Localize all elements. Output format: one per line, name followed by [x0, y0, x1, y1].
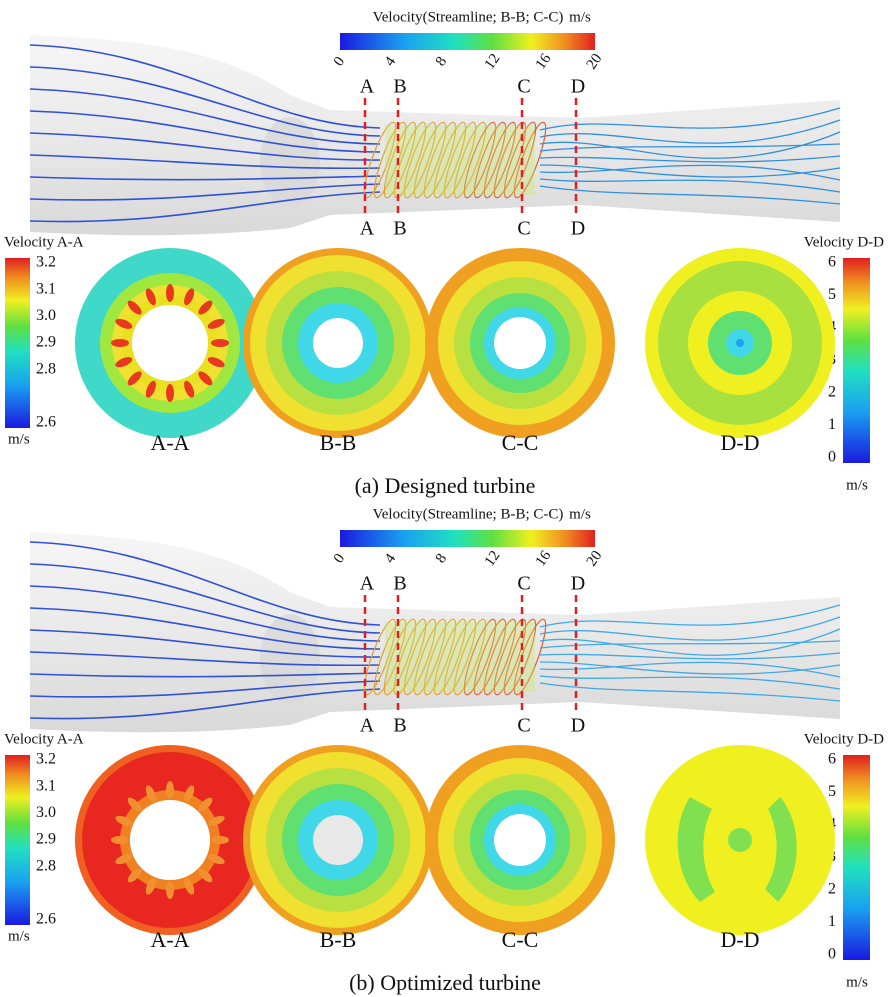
- colorbar-tick-label: 8: [433, 551, 450, 566]
- runner: [385, 125, 535, 195]
- contour-petal: [111, 836, 129, 844]
- colorbar-tick-label: 2: [828, 881, 836, 898]
- contour-ring: [494, 814, 546, 866]
- colorbar: [5, 755, 30, 925]
- section-marker: C: [517, 218, 530, 240]
- colorbar-tick-label: 1: [828, 913, 836, 930]
- contour-petal: [211, 339, 229, 347]
- figure: Velocity(Streamline; B-B; C-C)m/s0481216…: [0, 0, 890, 997]
- colorbar-unit: m/s: [8, 431, 30, 447]
- colorbar-unit: m/s: [846, 477, 868, 493]
- caption: (b) Optimized turbine: [349, 970, 541, 995]
- section-marker: B: [393, 76, 406, 98]
- colorbar-tick-label: 12: [482, 548, 504, 569]
- section-label: B-B: [320, 430, 357, 455]
- colorbar-unit: m/s: [569, 506, 591, 522]
- section-marker: C: [517, 715, 530, 737]
- colorbar-tick-label: 2.8: [36, 360, 56, 377]
- caption: (a) Designed turbine: [355, 473, 536, 498]
- section-label: D-D: [720, 430, 759, 455]
- colorbar: [5, 258, 30, 428]
- colorbar-tick-label: 3.2: [36, 254, 56, 271]
- contour-petal: [166, 881, 174, 899]
- colorbar-unit: m/s: [846, 974, 868, 990]
- colorbar-tick-label: 4: [382, 551, 400, 567]
- section-marker: A: [360, 76, 375, 98]
- section-label: C-C: [502, 430, 539, 455]
- colorbar-tick-label: 3.1: [36, 777, 56, 794]
- colorbar-tick-label: 0: [828, 946, 836, 963]
- runner: [385, 622, 535, 692]
- hole: [130, 800, 210, 880]
- section-marker: A: [360, 715, 375, 737]
- section-marker: A: [360, 573, 375, 595]
- contour-ring: [494, 317, 546, 369]
- contour-petal: [166, 781, 174, 799]
- colorbar-tick-label: 3.0: [36, 307, 56, 324]
- colorbar-tick-label: 3.0: [36, 804, 56, 821]
- section-marker: D: [571, 76, 585, 98]
- colorbar-title: Velocity D-D: [804, 234, 885, 250]
- section-marker: B: [393, 573, 406, 595]
- colorbar-title: Velocity D-D: [804, 731, 885, 747]
- colorbar-tick-label: 2.8: [36, 857, 56, 874]
- colorbar-tick-label: 20: [584, 548, 606, 569]
- contour-ring: [728, 828, 752, 852]
- colorbar-tick-label: 2: [828, 384, 836, 401]
- colorbar-tick-label: 4: [382, 54, 400, 70]
- colorbar-tick-label: 0: [331, 551, 348, 566]
- section-label: D-D: [720, 927, 759, 952]
- colorbar-title: Velocity(Streamline; B-B; C-C): [373, 506, 564, 522]
- contour-petal: [166, 284, 174, 302]
- section-label: C-C: [502, 927, 539, 952]
- colorbar-tick-label: 20: [584, 51, 606, 72]
- colorbar-tick-label: 2.6: [36, 911, 56, 928]
- colorbar-tick-label: 3.2: [36, 751, 56, 768]
- section-marker: D: [571, 715, 585, 737]
- colorbar-tick-label: 5: [828, 783, 836, 800]
- colorbar-tick-label: 0: [331, 54, 348, 69]
- colorbar-tick-label: 16: [533, 548, 555, 570]
- colorbar: [843, 755, 870, 960]
- colorbar-unit: m/s: [569, 9, 591, 25]
- hole: [132, 305, 208, 381]
- colorbar-tick-label: 2.9: [36, 831, 56, 848]
- section-marker: D: [571, 573, 585, 595]
- contour-petal: [211, 836, 229, 844]
- colorbar-tick-label: 1: [828, 416, 836, 433]
- colorbar-tick-label: 2.9: [36, 334, 56, 351]
- section-marker: D: [571, 218, 585, 240]
- colorbar: [340, 530, 595, 547]
- contour-ring: [313, 318, 363, 368]
- contour-ring: [736, 339, 744, 347]
- contour-ring: [313, 815, 363, 865]
- colorbar-tick-label: 0: [828, 449, 836, 466]
- section-label: B-B: [320, 927, 357, 952]
- colorbar: [340, 33, 595, 50]
- colorbar-title: Velocity(Streamline; B-B; C-C): [373, 9, 564, 25]
- section-label: A-A: [150, 927, 189, 952]
- colorbar-title: Velocity A-A: [4, 234, 84, 250]
- colorbar-tick-label: 2.6: [36, 414, 56, 431]
- colorbar: [843, 258, 870, 463]
- contour-petal: [166, 384, 174, 402]
- colorbar-unit: m/s: [8, 928, 30, 944]
- colorbar-title: Velocity A-A: [4, 731, 84, 747]
- colorbar-tick-label: 16: [533, 51, 555, 73]
- colorbar-tick-label: 12: [482, 51, 504, 72]
- colorbar-tick-label: 6: [828, 751, 836, 768]
- colorbar-tick-label: 6: [828, 254, 836, 271]
- section-marker: C: [517, 573, 530, 595]
- section-marker: B: [393, 218, 406, 240]
- colorbar-tick-label: 5: [828, 286, 836, 303]
- section-label: A-A: [150, 430, 189, 455]
- contour-petal: [111, 339, 129, 347]
- colorbar-tick-label: 8: [433, 54, 450, 69]
- section-marker: C: [517, 76, 530, 98]
- section-marker: B: [393, 715, 406, 737]
- section-marker: A: [360, 218, 375, 240]
- colorbar-tick-label: 3.1: [36, 280, 56, 297]
